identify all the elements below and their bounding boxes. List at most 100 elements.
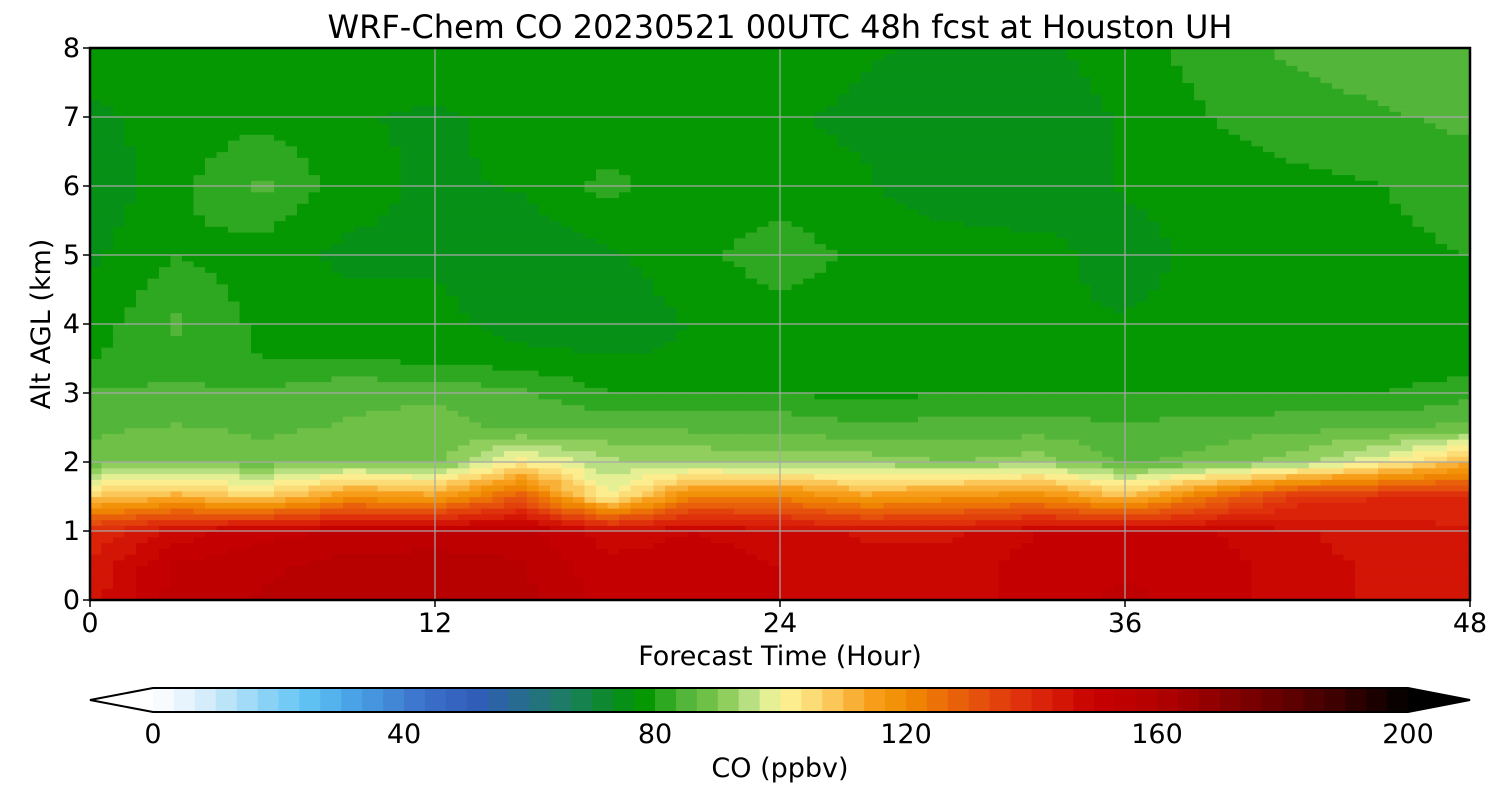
heatmap-cell xyxy=(653,364,666,371)
heatmap-cell xyxy=(216,508,229,515)
heatmap-cell xyxy=(182,513,195,521)
heatmap-cell xyxy=(676,370,689,377)
heatmap-cell xyxy=(136,404,149,411)
heatmap-cell xyxy=(768,485,781,492)
heatmap-cell xyxy=(941,393,954,400)
heatmap-cell xyxy=(584,450,597,457)
heatmap-cell xyxy=(699,519,712,526)
heatmap-cell xyxy=(630,467,643,475)
heatmap-cell xyxy=(722,358,735,365)
heatmap-cell xyxy=(1263,594,1276,600)
heatmap-cell xyxy=(803,450,816,457)
heatmap-cell xyxy=(573,381,586,388)
heatmap-cell xyxy=(642,450,655,457)
heatmap-cell xyxy=(653,548,666,555)
heatmap-cell xyxy=(987,381,1000,388)
heatmap-cell xyxy=(492,531,505,538)
heatmap-cell xyxy=(941,404,954,411)
heatmap-cell xyxy=(1366,559,1379,567)
heatmap-cell xyxy=(722,456,735,463)
heatmap-cell xyxy=(814,577,827,584)
heatmap-cell xyxy=(1171,582,1184,590)
heatmap-cell xyxy=(964,375,977,383)
heatmap-cell xyxy=(1217,577,1230,584)
heatmap-cell xyxy=(711,536,724,544)
heatmap-cell xyxy=(492,496,505,503)
heatmap-cell xyxy=(550,525,563,532)
heatmap-cell xyxy=(1182,433,1195,440)
heatmap-cell xyxy=(584,519,597,526)
heatmap-cell xyxy=(619,381,632,388)
heatmap-cell xyxy=(964,444,977,452)
heatmap-cell xyxy=(929,594,942,600)
heatmap-cell xyxy=(630,559,643,567)
heatmap-cell xyxy=(1021,508,1034,515)
heatmap-cell xyxy=(803,594,816,600)
heatmap-cell xyxy=(757,531,770,538)
heatmap-cell xyxy=(596,358,609,365)
heatmap-cell xyxy=(998,525,1011,532)
heatmap-cell xyxy=(400,467,413,475)
heatmap-cell xyxy=(630,416,643,423)
heatmap-cell xyxy=(412,427,425,434)
heatmap-cell xyxy=(1148,421,1161,429)
heatmap-cell xyxy=(515,496,528,503)
heatmap-cell xyxy=(1021,456,1034,463)
heatmap-cell xyxy=(274,421,287,429)
heatmap-cell xyxy=(619,358,632,365)
heatmap-cell xyxy=(515,387,528,394)
heatmap-cell xyxy=(205,444,218,452)
heatmap-cell xyxy=(377,542,390,549)
heatmap-cell xyxy=(1332,370,1345,377)
heatmap-cell xyxy=(251,531,264,538)
heatmap-cell xyxy=(515,525,528,532)
heatmap-cell xyxy=(1010,398,1023,406)
heatmap-cell xyxy=(722,565,735,572)
heatmap-cell xyxy=(1171,393,1184,400)
heatmap-cell xyxy=(1205,577,1218,584)
heatmap-cell xyxy=(1136,444,1149,452)
heatmap-cell xyxy=(849,577,862,584)
heatmap-cell xyxy=(481,473,494,480)
heatmap-cell xyxy=(354,565,367,572)
heatmap-cell xyxy=(1389,542,1402,549)
heatmap-cell xyxy=(803,427,816,434)
heatmap-cell xyxy=(653,393,666,400)
heatmap-cell xyxy=(182,554,195,561)
heatmap-cell xyxy=(975,531,988,538)
heatmap-cell xyxy=(573,571,586,578)
heatmap-cell xyxy=(1320,479,1333,486)
heatmap-cell xyxy=(642,410,655,417)
heatmap-cell xyxy=(872,404,885,411)
heatmap-cell xyxy=(446,450,459,457)
heatmap-cell xyxy=(619,548,632,555)
heatmap-cell xyxy=(918,577,931,584)
heatmap-cell xyxy=(1447,479,1460,486)
heatmap-cell xyxy=(665,439,678,446)
heatmap-cell xyxy=(251,444,264,452)
heatmap-cell xyxy=(1090,559,1103,567)
heatmap-cell xyxy=(343,404,356,411)
heatmap-cell xyxy=(1401,473,1414,480)
heatmap-cell xyxy=(469,594,482,600)
heatmap-cell xyxy=(791,531,804,538)
heatmap-cell xyxy=(573,565,586,572)
heatmap-cell xyxy=(527,588,540,595)
heatmap-cell xyxy=(803,508,816,515)
heatmap-cell xyxy=(688,554,701,561)
heatmap-cell xyxy=(331,513,344,521)
heatmap-cell xyxy=(1102,513,1115,521)
heatmap-cell xyxy=(274,393,287,400)
heatmap-cell xyxy=(699,513,712,521)
heatmap-cell xyxy=(1251,548,1264,555)
heatmap-cell xyxy=(642,594,655,600)
heatmap-cell xyxy=(837,427,850,434)
heatmap-cell xyxy=(1240,387,1253,394)
heatmap-cell xyxy=(1228,473,1241,480)
heatmap-cell xyxy=(320,513,333,521)
heatmap-cell xyxy=(400,519,413,526)
heatmap-cell xyxy=(481,467,494,475)
heatmap-cell xyxy=(216,548,229,555)
heatmap-cell xyxy=(918,559,931,567)
heatmap-cell xyxy=(205,490,218,498)
